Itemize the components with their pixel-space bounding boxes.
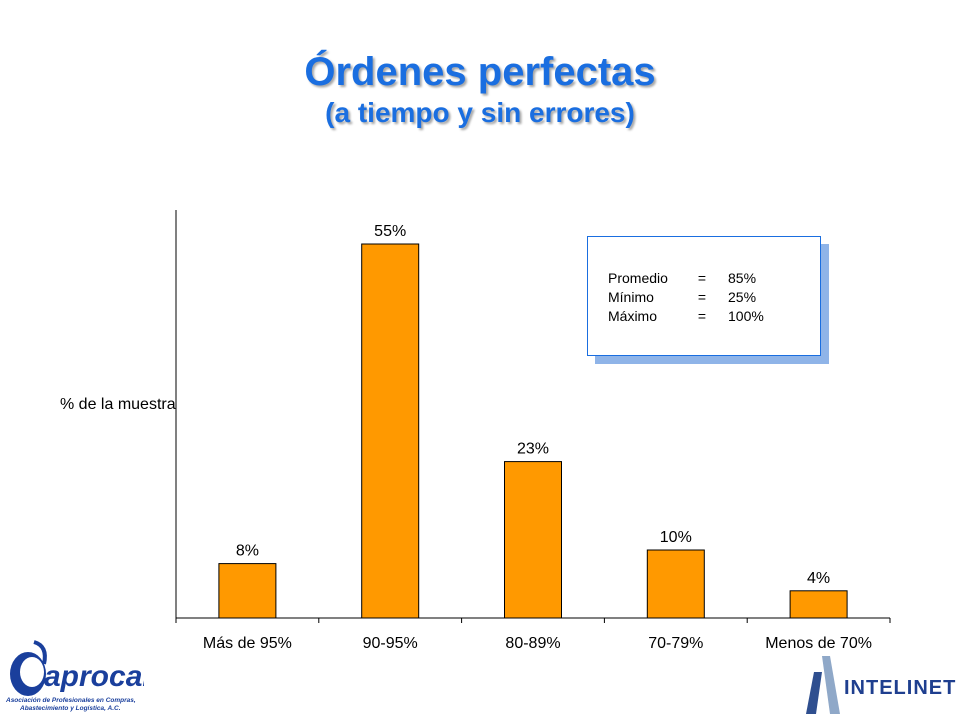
intelinet-logo: INTELINET xyxy=(806,656,956,714)
intelinet-logo-text: INTELINET xyxy=(844,677,956,699)
x-tick-label: Más de 95% xyxy=(203,635,292,652)
aprocal-logo-text: aprocal xyxy=(44,660,144,693)
stats-equals: = xyxy=(697,308,707,324)
bar xyxy=(789,590,848,619)
aprocal-logo: aprocal Asociación de Profesionales en C… xyxy=(5,640,144,712)
bar xyxy=(504,461,562,619)
bar xyxy=(361,243,420,619)
stats-label: Mínimo xyxy=(608,289,654,305)
intelinet-logo-bar xyxy=(822,656,840,714)
stats-label: Máximo xyxy=(608,308,658,324)
chart-subtitle: (a tiempo y sin errores) xyxy=(325,97,635,128)
chart-title: Órdenes perfectas xyxy=(304,50,656,94)
stats-row: Máximo = 100% xyxy=(606,307,766,326)
stats-equals: = xyxy=(697,270,707,286)
stats-box: Promedio = 85% Mínimo = 25% Máximo = 100… xyxy=(587,236,821,356)
data-label: 8% xyxy=(236,543,259,560)
stats-label: Promedio xyxy=(608,270,668,286)
aprocal-logo-arc xyxy=(33,640,47,665)
bar xyxy=(218,563,277,619)
stats-row: Promedio = 85% xyxy=(606,269,766,288)
stats-value: 100% xyxy=(728,308,764,324)
data-label: 4% xyxy=(807,570,830,587)
data-label: 10% xyxy=(660,529,692,546)
x-tick-label: 70-79% xyxy=(648,635,703,652)
data-label: 23% xyxy=(517,441,549,458)
stats-row: Mínimo = 25% xyxy=(606,288,766,307)
x-tick-label: Menos de 70% xyxy=(765,635,872,652)
data-label: 55% xyxy=(374,223,406,240)
intelinet-logo-bar-2 xyxy=(806,672,822,714)
x-tick-label: 90-95% xyxy=(363,635,418,652)
stats-table: Promedio = 85% Mínimo = 25% Máximo = 100… xyxy=(606,269,766,326)
aprocal-caption-1: Asociación de Profesionales en Compras, xyxy=(5,697,136,704)
x-tick-label: 80-89% xyxy=(505,635,560,652)
y-axis-label: % de la muestra xyxy=(60,396,176,413)
stats-value: 25% xyxy=(728,289,757,305)
stats-equals: = xyxy=(697,289,707,305)
aprocal-logo-swirl-inner xyxy=(20,657,44,687)
stats-value: 85% xyxy=(728,270,757,286)
bar xyxy=(646,549,705,619)
aprocal-caption-2: Abastecimiento y Logística, A.C. xyxy=(19,705,121,712)
